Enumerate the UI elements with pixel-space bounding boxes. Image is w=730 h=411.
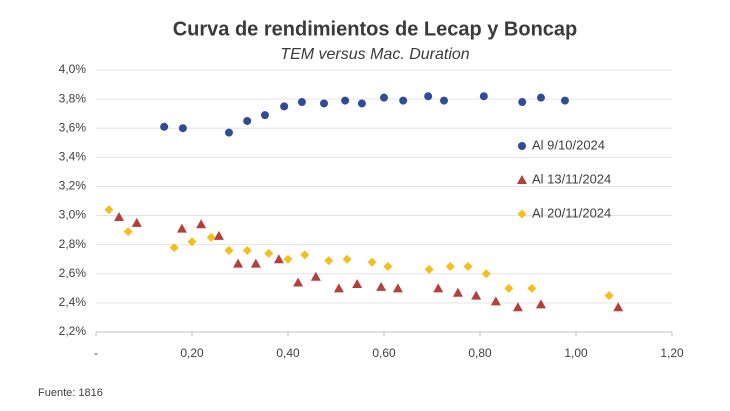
data-point: [283, 254, 293, 264]
x-tick-label: 0,60: [372, 346, 396, 360]
y-tick-label: 3,4%: [59, 150, 87, 164]
data-point: [233, 258, 244, 268]
chart-subtitle: TEM versus Mac. Duration: [280, 46, 469, 63]
data-point: [440, 96, 448, 105]
data-point: [535, 299, 546, 309]
data-point: [104, 205, 114, 215]
data-point: [114, 212, 125, 222]
source-note: Fuente: 1816: [38, 387, 103, 399]
legend-marker: [518, 142, 526, 150]
y-tick-label: 3,6%: [59, 120, 87, 134]
x-tick-label: -: [94, 346, 98, 360]
data-point: [433, 283, 444, 293]
x-tick-label: 0,80: [468, 346, 492, 360]
data-point: [333, 283, 344, 293]
data-point: [352, 278, 363, 288]
data-point: [518, 98, 527, 107]
data-point: [176, 223, 187, 233]
x-tick-label: 1,00: [564, 346, 588, 360]
data-point: [392, 283, 403, 293]
data-point: [613, 302, 624, 312]
data-point: [264, 248, 274, 258]
data-point: [463, 262, 473, 271]
data-point: [490, 296, 501, 306]
data-point: [341, 96, 350, 105]
legend-label: Al 9/10/2024: [532, 137, 605, 152]
data-point: [376, 281, 387, 291]
x-tick-label: 0,20: [180, 346, 204, 360]
data-point: [479, 92, 488, 101]
data-point: [242, 245, 252, 255]
legend-label: Al 13/11/2024: [532, 171, 611, 186]
data-point: [320, 99, 328, 108]
data-point: [280, 102, 289, 111]
y-tick-label: 2,2%: [59, 324, 87, 338]
y-tick-label: 2,4%: [59, 295, 87, 309]
chart-title: Curva de rendimientos de Lecap y Boncap: [173, 18, 578, 40]
data-point: [504, 283, 514, 293]
data-point: [243, 116, 252, 125]
data-point: [213, 230, 224, 240]
data-point: [560, 96, 569, 105]
y-tick-label: 3,0%: [59, 208, 87, 222]
y-tick-label: 3,2%: [59, 179, 87, 193]
data-point: [481, 269, 491, 279]
y-tick-label: 2,8%: [59, 237, 87, 251]
data-point: [131, 217, 142, 227]
data-point: [187, 237, 197, 247]
data-point: [367, 257, 377, 267]
data-point: [424, 264, 434, 274]
data-point: [273, 254, 284, 264]
data-point: [424, 92, 433, 101]
data-point: [310, 271, 321, 281]
x-tick-label: 0,40: [276, 346, 300, 360]
data-point: [196, 219, 207, 229]
data-point: [399, 96, 408, 105]
data-point: [604, 291, 614, 301]
data-point: [471, 290, 482, 300]
data-point: [206, 232, 216, 242]
y-tick-label: 3,8%: [59, 91, 87, 105]
data-point: [224, 128, 233, 137]
data-point: [527, 283, 537, 293]
data-point: [380, 93, 388, 102]
data-point: [123, 227, 133, 237]
data-point: [169, 243, 179, 253]
y-tick-label: 4,0%: [59, 62, 87, 76]
data-point: [452, 287, 463, 297]
data-point: [224, 245, 234, 255]
data-point: [512, 302, 523, 312]
y-tick-label: 2,6%: [59, 266, 87, 280]
data-point: [300, 250, 310, 260]
x-tick-label: 1,20: [660, 346, 684, 360]
data-point: [260, 111, 269, 120]
legend-marker: [517, 209, 527, 219]
data-point: [445, 262, 455, 271]
data-point: [297, 98, 306, 107]
legend-marker: [517, 175, 527, 184]
data-point: [536, 93, 545, 102]
data-point: [160, 122, 169, 131]
data-point: [324, 256, 334, 266]
data-point: [250, 258, 261, 268]
data-point: [293, 277, 304, 287]
data-point: [342, 254, 352, 264]
legend-label: Al 20/11/2024: [532, 205, 611, 220]
data-point: [383, 262, 393, 271]
data-point: [178, 124, 187, 133]
data-point: [357, 99, 366, 108]
